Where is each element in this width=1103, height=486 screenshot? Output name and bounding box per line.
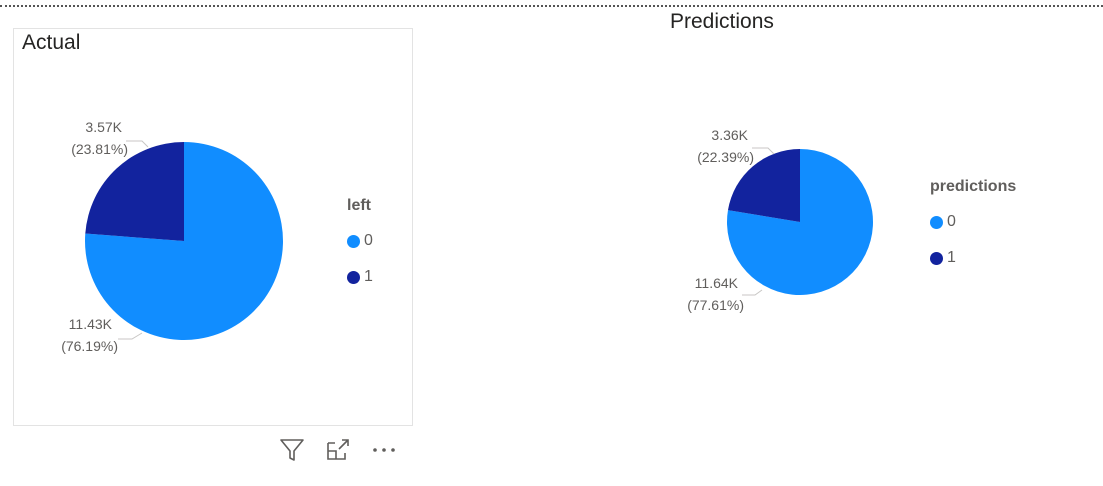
leader-line-1: [752, 147, 775, 155]
visual-header: [278, 436, 416, 464]
legend-item-1[interactable]: 1: [347, 259, 373, 295]
legend-label-1: 1: [947, 249, 956, 266]
data-label-percent-0: (76.19%): [61, 338, 118, 354]
focus-mode-icon[interactable]: [324, 436, 352, 464]
legend-marker-0: [347, 234, 360, 248]
leader-line-1: [126, 140, 149, 148]
legend-item-1[interactable]: 1: [930, 240, 1016, 276]
legend-label-0: 0: [364, 232, 373, 249]
chart-title: Predictions: [670, 10, 774, 33]
legend: left 0 1: [347, 197, 373, 295]
legend-marker-0: [930, 215, 943, 229]
data-label-percent-1: (22.39%): [697, 149, 754, 165]
legend-item-0[interactable]: 0: [347, 223, 373, 259]
leader-line-0: [742, 289, 763, 296]
pie-slice-1[interactable]: [727, 149, 800, 222]
data-label-value-0: 11.43K: [69, 316, 113, 332]
legend-label-0: 0: [947, 213, 956, 230]
pie-slice-0[interactable]: [727, 149, 873, 296]
legend-title: predictions: [930, 178, 1017, 195]
data-label-percent-1: (23.81%): [71, 141, 128, 157]
data-label-value-1: 3.36K: [711, 127, 748, 143]
legend-label-1: 1: [364, 268, 373, 285]
data-label-percent-0: (77.61%): [687, 297, 744, 313]
pie-slice-1[interactable]: [85, 142, 184, 241]
data-label-value-1: 3.57K: [85, 119, 122, 135]
actual-pie-chart: 11.43K (76.19%) 3.57K (23.81%): [61, 119, 283, 354]
report-top-border: [0, 5, 1103, 7]
predictions-pie-chart: 11.64K (77.61%) 3.36K (22.39%): [687, 127, 873, 313]
legend: predictions 0 1: [930, 178, 1016, 276]
legend-marker-1: [347, 270, 360, 284]
legend-item-0[interactable]: 0: [930, 204, 1016, 240]
leader-line-0: [118, 332, 143, 340]
filter-icon[interactable]: [278, 436, 306, 464]
predictions-pie-visual[interactable]: Predictions 11.64K (77.61%) 3.36K (22.39%) …: [620, 8, 1090, 338]
chart-title: Actual: [22, 31, 81, 54]
data-label-value-0: 11.64K: [695, 275, 739, 291]
legend-title: left: [347, 197, 371, 214]
actual-pie-visual[interactable]: Actual 11.43K (76.19%) 3.57K (23.81%) left …: [13, 28, 413, 426]
more-options-icon[interactable]: [370, 436, 398, 464]
legend-marker-1: [930, 251, 943, 265]
